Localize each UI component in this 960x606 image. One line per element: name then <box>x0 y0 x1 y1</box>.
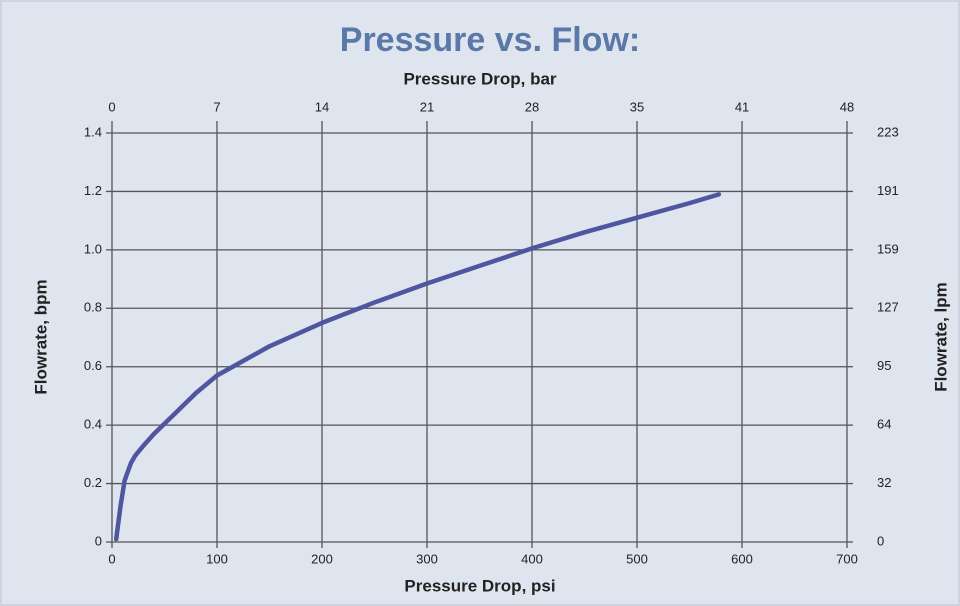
y-tick-label: 0.6 <box>84 358 102 373</box>
x-tick-label: 700 <box>836 551 858 566</box>
y2-tick-label: 191 <box>877 183 899 198</box>
x2-tick-label: 7 <box>213 99 220 114</box>
x-tick-label: 300 <box>416 551 438 566</box>
x-tick-label: 400 <box>521 551 543 566</box>
y-tick-label: 1.0 <box>84 241 102 256</box>
y2-tick-label: 32 <box>877 475 891 490</box>
x-axis-title: Pressure Drop, psi <box>404 576 555 595</box>
x-tick-label: 500 <box>626 551 648 566</box>
x2-tick-label: 41 <box>735 99 749 114</box>
x-tick-label: 600 <box>731 551 753 566</box>
x2-tick-label: 35 <box>630 99 644 114</box>
y2-tick-label: 127 <box>877 300 899 315</box>
x-tick-label: 0 <box>108 551 115 566</box>
x-tick-label: 100 <box>206 551 228 566</box>
x-tick-label: 200 <box>311 551 333 566</box>
y-tick-label: 0.4 <box>84 417 102 432</box>
y-tick-label: 1.4 <box>84 124 102 139</box>
x2-tick-label: 0 <box>108 99 115 114</box>
y2-tick-label: 0 <box>877 533 884 548</box>
x2-tick-label: 28 <box>525 99 539 114</box>
y-tick-label: 0 <box>95 533 102 548</box>
x2-axis-title: Pressure Drop, bar <box>403 69 556 88</box>
x2-tick-label: 48 <box>840 99 854 114</box>
y-tick-label: 1.2 <box>84 183 102 198</box>
y2-tick-label: 223 <box>877 124 899 139</box>
y2-tick-label: 95 <box>877 358 891 373</box>
x2-tick-label: 21 <box>420 99 434 114</box>
y2-tick-label: 159 <box>877 241 899 256</box>
y-tick-label: 0.2 <box>84 475 102 490</box>
y2-axis-title: Flowrate, lpm <box>931 282 950 392</box>
chart-title: Pressure vs. Flow: <box>340 21 640 59</box>
x2-tick-label: 14 <box>315 99 329 114</box>
y-axis-title: Flowrate, bpm <box>31 279 50 394</box>
data-line <box>113 192 722 542</box>
y-tick-label: 0.8 <box>84 300 102 315</box>
y2-tick-label: 64 <box>877 417 891 432</box>
